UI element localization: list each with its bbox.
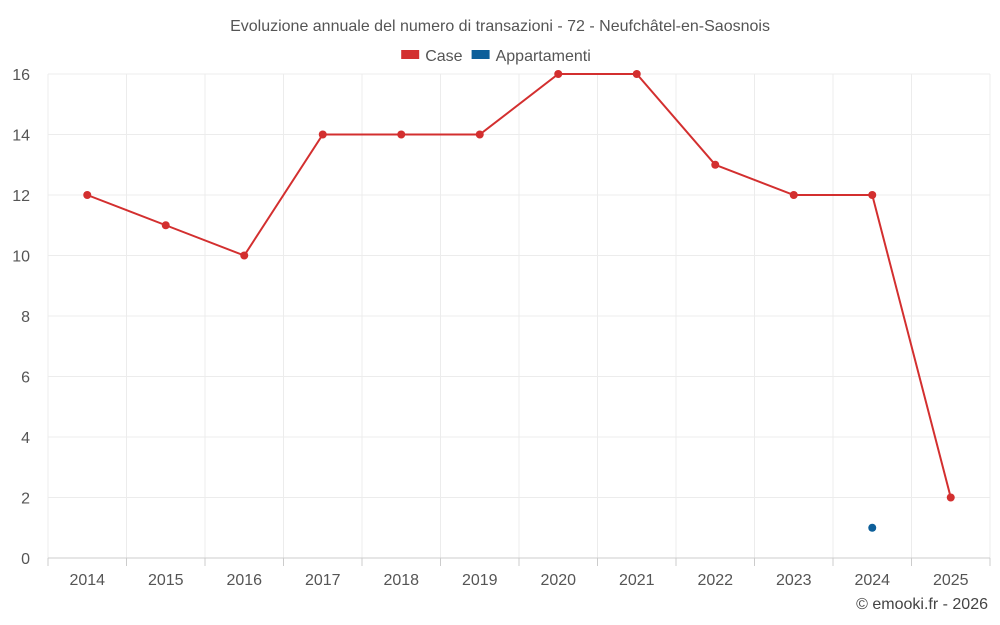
data-point-case-2023[interactable] [789,191,798,199]
legend-item-case[interactable]: Case [401,48,463,65]
legend-label: Appartamenti [496,48,591,65]
y-tick-label: 16 [12,67,30,84]
x-tick-label: 2020 [540,572,576,589]
data-point-case-2021[interactable] [632,70,641,78]
x-tick-label: 2016 [226,572,262,589]
credit-text: © emooki.fr - 2026 [856,596,988,613]
x-tick-label: 2017 [305,572,341,589]
data-point-case-2020[interactable] [554,70,563,78]
x-tick-label: 2021 [619,572,655,589]
y-tick-label: 0 [21,551,30,568]
data-point-case-2017[interactable] [318,130,327,139]
data-point-case-2024[interactable] [868,191,877,199]
y-tick-label: 14 [12,128,30,145]
y-tick-label: 8 [21,309,30,326]
x-tick-label: 2022 [697,572,733,589]
series-layer [83,70,955,532]
x-tick-label: 2025 [933,572,969,589]
x-tick-label: 2023 [776,572,812,589]
legend-swatch [471,50,490,59]
data-point-case-2022[interactable] [711,160,720,169]
legend-label: Case [425,48,462,65]
x-tick-label: 2014 [69,572,105,589]
legend-item-appartamenti[interactable]: Appartamenti [471,48,591,65]
x-tick-label: 2015 [148,572,184,589]
gridlines [47,73,991,558]
data-point-case-2014[interactable] [83,191,92,199]
y-tick-label: 6 [21,370,30,387]
legend-swatch [401,50,420,59]
data-point-case-2016[interactable] [240,251,249,260]
x-tick-label: 2024 [854,572,890,589]
y-tick-label: 4 [21,430,30,447]
x-tick-label: 2018 [383,572,419,589]
data-point-case-2018[interactable] [397,130,406,139]
axes: 0 2 4 6 8 10 12 14 16 2014 2015 2016 2017 2018 2019 202… [12,67,991,589]
data-point-case-2019[interactable] [475,130,484,139]
chart-title: Evoluzione annuale del numero di transaz… [230,18,770,35]
y-tick-label: 2 [21,491,30,508]
series-line-case [86,73,952,498]
data-point-case-2025[interactable] [946,493,955,502]
data-point-case-2015[interactable] [161,221,170,230]
y-tick-label: 12 [12,188,30,205]
y-tick-label: 10 [12,249,30,266]
data-point-appartamenti-2024[interactable] [868,523,877,532]
legend: Case Appartamenti [401,48,591,65]
x-tick-label: 2019 [462,572,498,589]
